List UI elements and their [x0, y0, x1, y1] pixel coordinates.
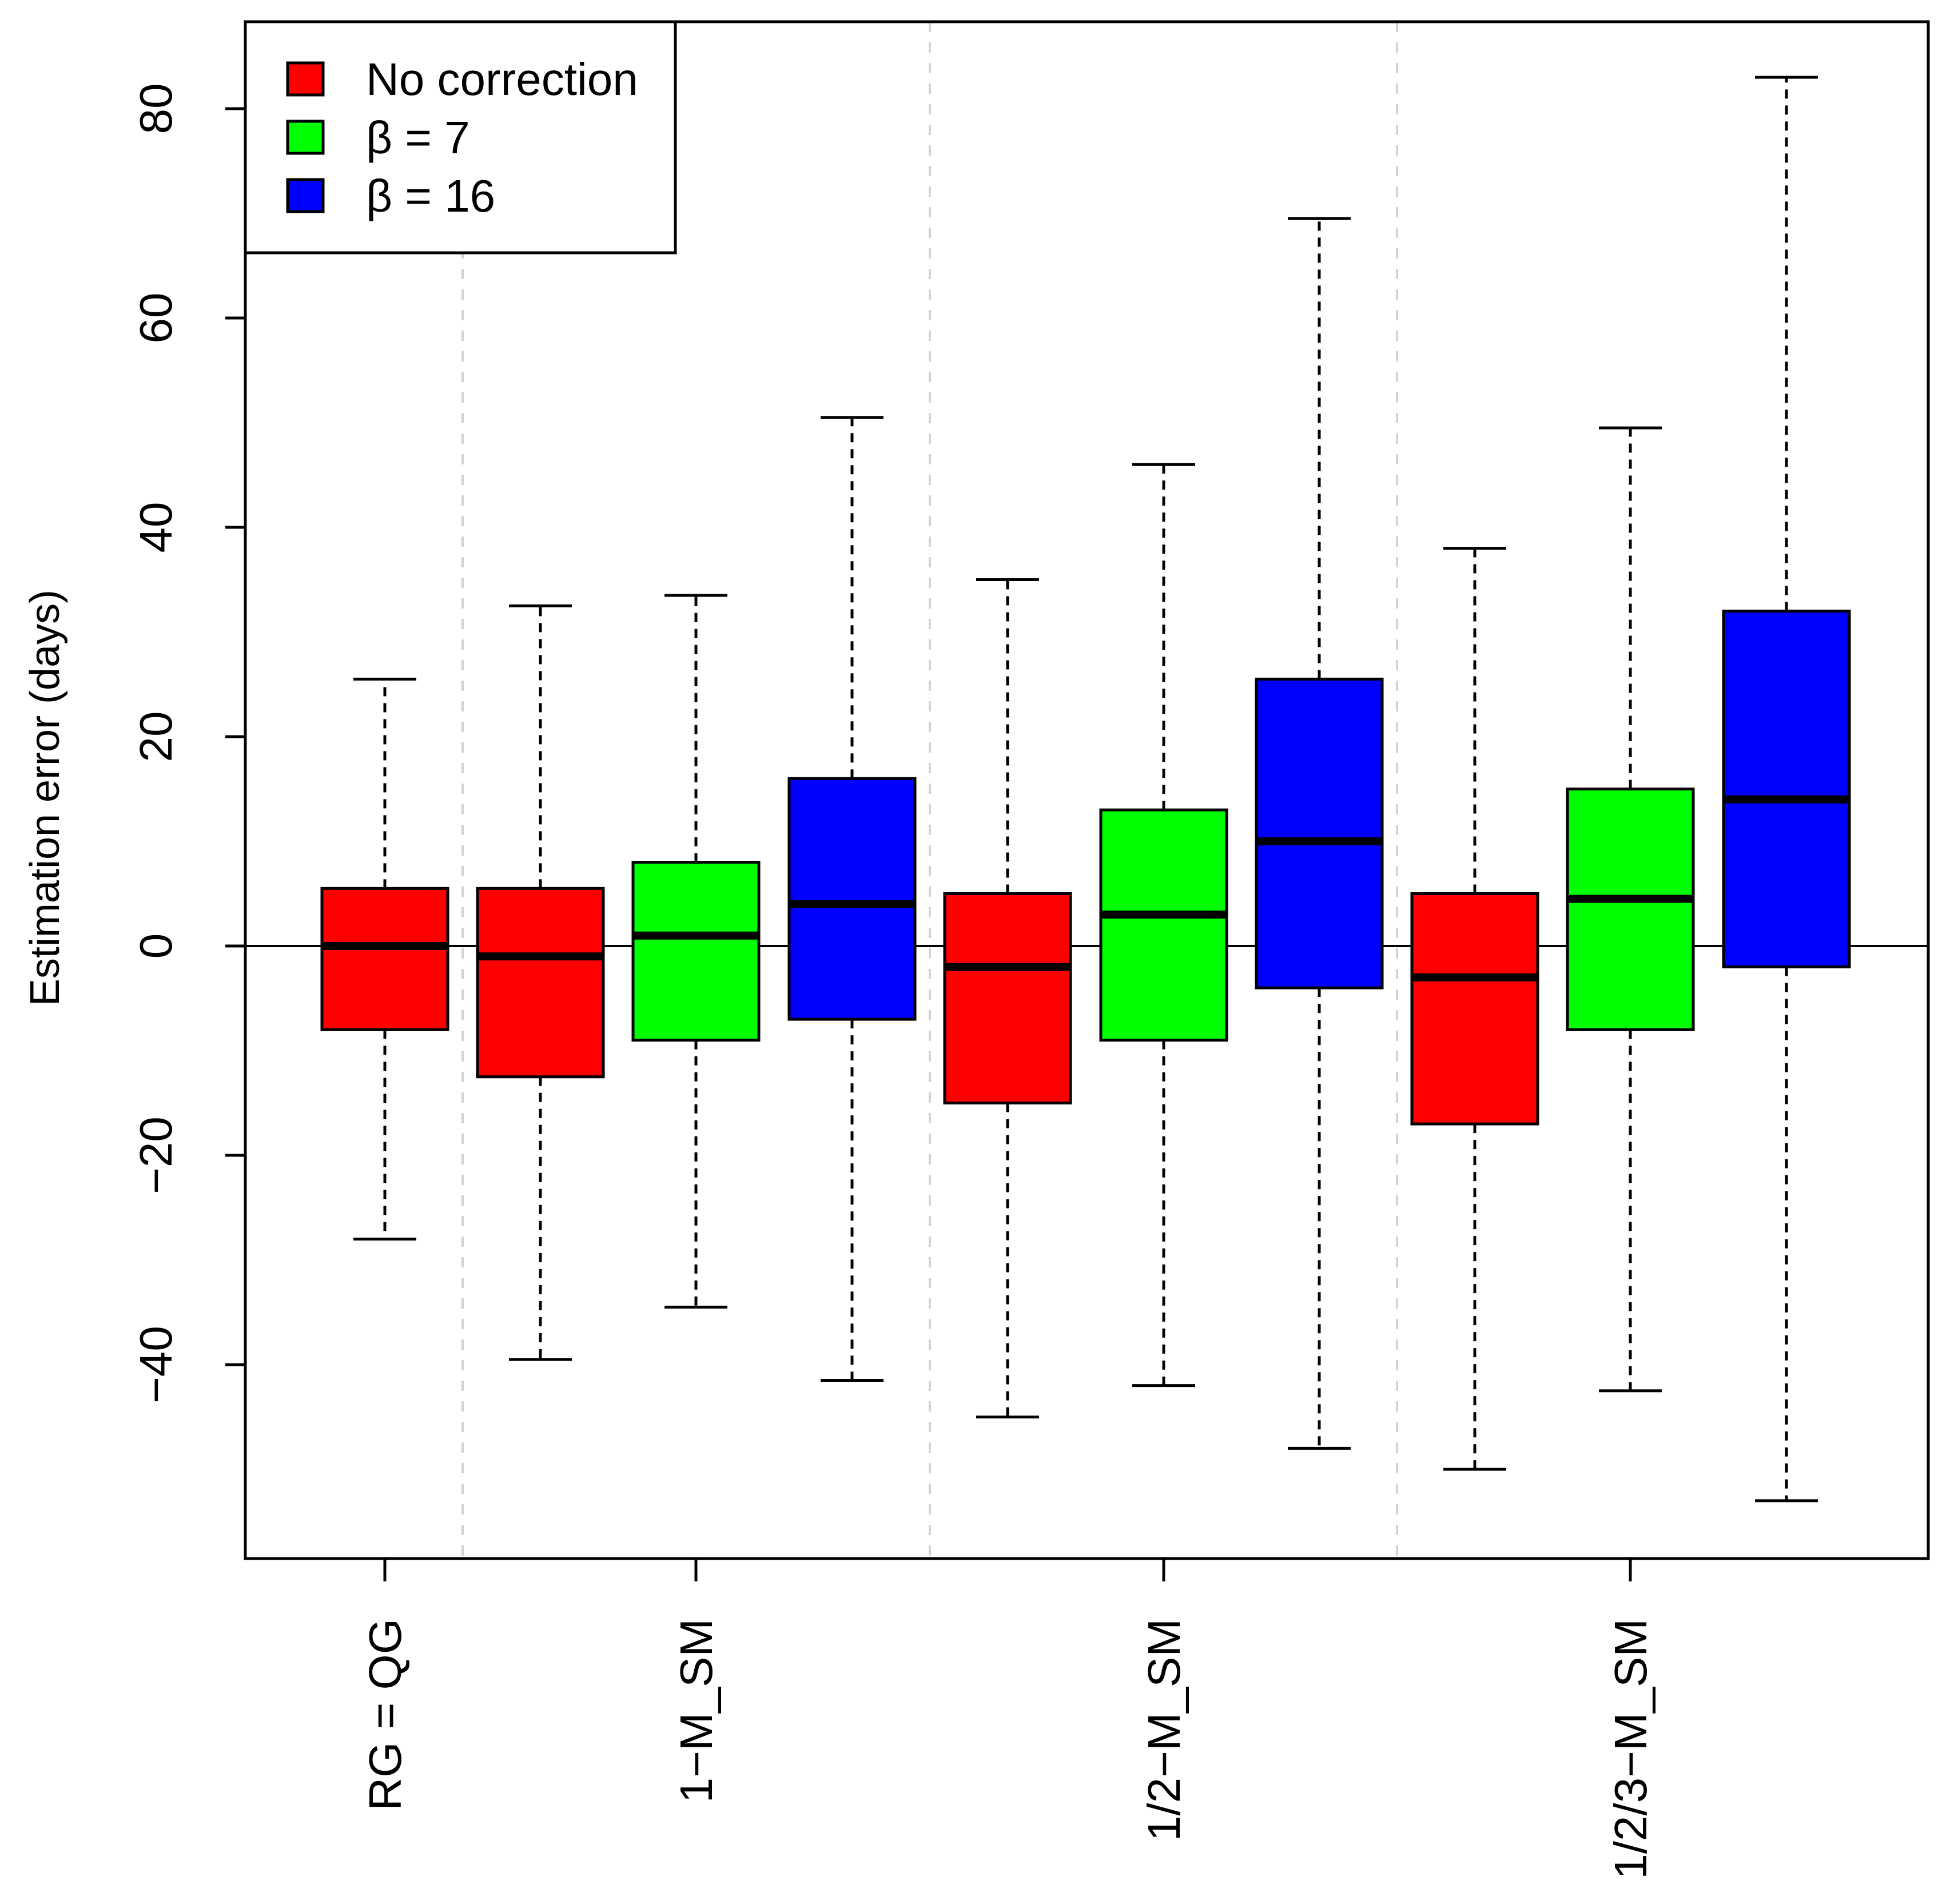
x-tick-label: 1−M_SM: [671, 1619, 722, 1803]
y-tick-label: 0: [130, 933, 181, 959]
y-axis: −40 −20 0 20 40 60 80: [130, 84, 247, 1404]
box-1-m-sm-no-correction: [476, 604, 605, 1361]
box-1-2-3-m-sm-beta-16: [1722, 75, 1851, 1502]
box-body: [1566, 788, 1695, 1031]
box-1-2-m-sm-beta-7: [1099, 463, 1228, 1388]
x-tick-label: 1/2−M_SM: [1139, 1619, 1189, 1841]
box-body: [631, 861, 761, 1042]
x-tick-label: 1/2/3−M_SM: [1605, 1619, 1656, 1879]
box-series: [320, 75, 1851, 1502]
legend-label-beta-16: β = 16: [366, 170, 495, 221]
legend-swatch-beta-16: [286, 178, 325, 213]
y-tick-label: 40: [130, 502, 181, 553]
box-1-m-sm-beta-7: [631, 594, 761, 1309]
box-1-m-sm-beta-16: [787, 416, 917, 1382]
y-axis-title: Estimation error (days): [22, 590, 68, 1006]
x-axis: RG = QG 1−M_SM 1/2−M_SM 1/2/3−M_SM: [360, 1557, 1656, 1879]
box-1-2-m-sm-no-correction: [943, 578, 1072, 1418]
group-separators: [461, 22, 1398, 1559]
legend: No correction β = 7 β = 16: [244, 20, 677, 255]
box-1-2-m-sm-beta-16: [1255, 217, 1384, 1450]
legend-label-beta-7: β = 7: [366, 112, 470, 163]
legend-swatch-no-correction: [286, 61, 325, 97]
x-tick-label: RG = QG: [360, 1619, 411, 1811]
box-body: [1255, 677, 1384, 989]
box-body: [476, 887, 605, 1079]
y-tick-label: 20: [130, 711, 181, 762]
box-body: [1099, 808, 1228, 1042]
legend-label-no-correction: No correction: [366, 54, 638, 105]
y-tick-label: −20: [130, 1116, 181, 1194]
legend-swatch-beta-7: [286, 120, 325, 155]
y-tick-label: 60: [130, 293, 181, 344]
box-body: [1410, 892, 1539, 1126]
box-rg-qg-no-correction: [320, 677, 449, 1241]
box-body: [943, 892, 1072, 1104]
box-body: [1722, 609, 1851, 969]
box-body: [320, 887, 449, 1031]
y-tick-label: 80: [130, 84, 181, 134]
box-1-2-3-m-sm-no-correction: [1410, 547, 1539, 1471]
box-body: [787, 777, 917, 1021]
box-1-2-3-m-sm-beta-7: [1566, 426, 1695, 1393]
y-tick-label: −40: [130, 1326, 181, 1404]
